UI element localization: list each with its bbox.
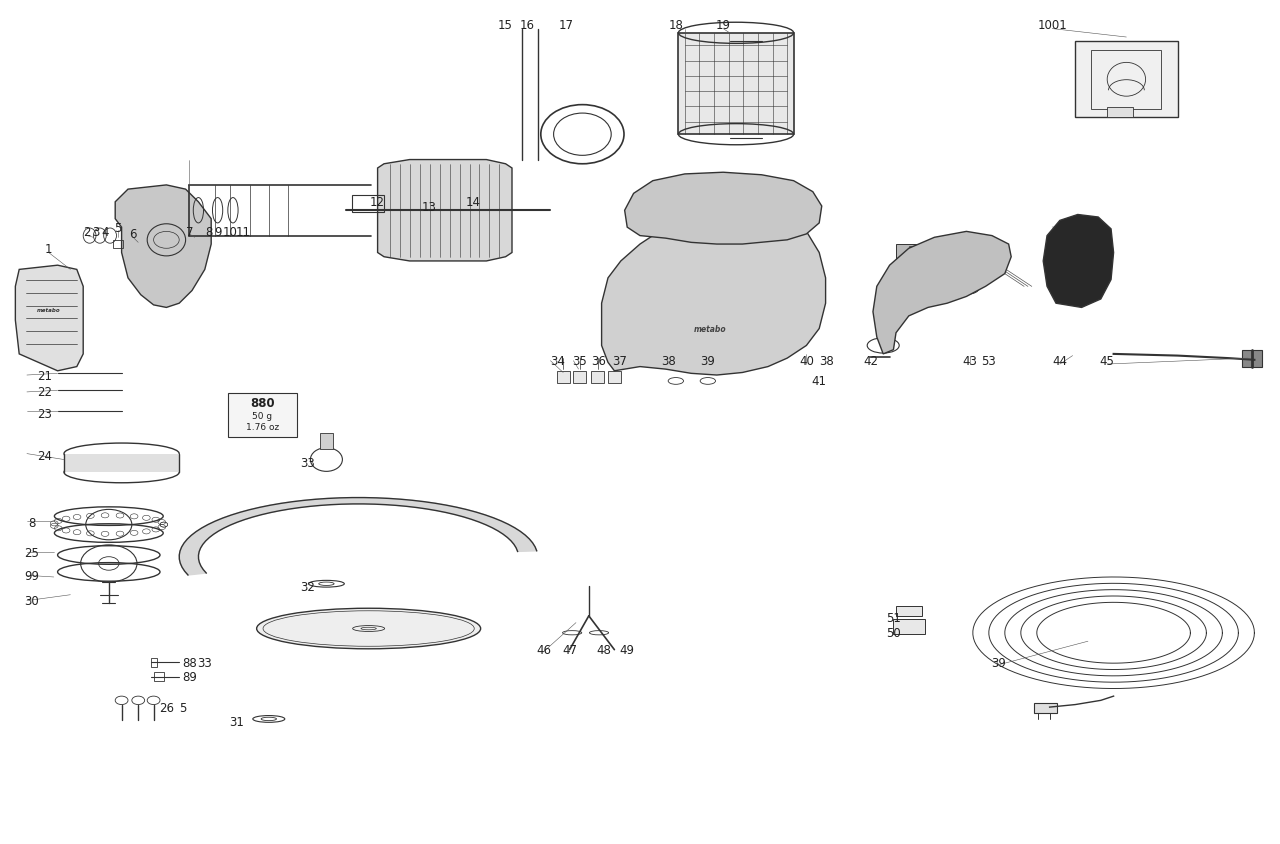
Text: 39: 39 — [700, 354, 716, 368]
Text: 39: 39 — [991, 656, 1006, 669]
Text: 5: 5 — [114, 221, 122, 235]
Bar — [352, 196, 384, 213]
PathPatch shape — [378, 160, 512, 262]
Text: 26: 26 — [159, 701, 174, 714]
PathPatch shape — [602, 211, 826, 376]
Bar — [893, 619, 925, 635]
Text: 47: 47 — [562, 643, 577, 657]
Text: 41: 41 — [812, 375, 827, 388]
Bar — [678, 34, 794, 135]
Text: 19: 19 — [716, 19, 731, 32]
Bar — [64, 454, 179, 473]
PathPatch shape — [625, 173, 822, 245]
PathPatch shape — [873, 232, 1011, 354]
Text: 18: 18 — [668, 19, 684, 32]
Text: 42: 42 — [863, 354, 878, 368]
Text: 1: 1 — [45, 242, 52, 256]
Polygon shape — [179, 498, 536, 576]
Bar — [934, 246, 954, 253]
Text: 24: 24 — [37, 449, 52, 463]
Text: 43: 43 — [963, 354, 978, 368]
Text: 23: 23 — [37, 407, 52, 420]
Text: 45: 45 — [1100, 354, 1115, 368]
Text: 40: 40 — [799, 354, 814, 368]
Text: 8: 8 — [28, 517, 36, 530]
Text: 3: 3 — [92, 225, 100, 239]
PathPatch shape — [115, 186, 211, 308]
Text: 15: 15 — [498, 19, 513, 32]
Text: 89: 89 — [182, 670, 197, 684]
Text: 880: 880 — [250, 397, 275, 410]
Text: 37: 37 — [612, 354, 627, 368]
Bar — [896, 606, 922, 616]
Text: 13: 13 — [421, 200, 436, 214]
Text: 32: 32 — [300, 580, 315, 593]
Bar — [1242, 350, 1262, 367]
PathPatch shape — [15, 266, 83, 371]
Text: 16: 16 — [520, 19, 535, 32]
Text: 5: 5 — [179, 701, 187, 714]
Text: metabo: metabo — [694, 325, 727, 333]
Bar — [608, 371, 621, 384]
PathPatch shape — [1043, 215, 1114, 308]
Text: 35: 35 — [572, 354, 588, 368]
Bar — [1091, 51, 1161, 110]
Text: 6: 6 — [129, 228, 137, 241]
Text: 99: 99 — [24, 569, 40, 582]
Text: 38: 38 — [660, 354, 676, 368]
Text: 33: 33 — [300, 456, 315, 469]
Text: metabo: metabo — [37, 308, 60, 313]
Text: 50: 50 — [886, 626, 901, 640]
Text: 49: 49 — [620, 643, 635, 657]
Bar — [154, 673, 164, 681]
Text: 1001: 1001 — [1037, 19, 1068, 32]
Text: 25: 25 — [24, 546, 40, 560]
Text: 48: 48 — [596, 643, 612, 657]
Text: 7: 7 — [186, 225, 193, 239]
Text: 8: 8 — [205, 225, 212, 239]
Text: 88: 88 — [182, 656, 197, 669]
Text: 2: 2 — [83, 225, 91, 239]
Text: 38: 38 — [819, 354, 835, 368]
Text: 22: 22 — [37, 386, 52, 399]
FancyBboxPatch shape — [228, 393, 297, 437]
Text: 31: 31 — [229, 715, 244, 728]
Text: 17: 17 — [558, 19, 573, 32]
Text: 36: 36 — [591, 354, 607, 368]
Bar — [1107, 108, 1133, 118]
Bar — [151, 658, 157, 667]
Bar — [896, 245, 966, 262]
Text: 14: 14 — [466, 196, 481, 209]
Text: 34: 34 — [550, 354, 566, 368]
Bar — [573, 371, 586, 384]
Bar — [320, 434, 333, 449]
Text: 1.76 oz: 1.76 oz — [246, 423, 279, 431]
Bar — [591, 371, 604, 384]
Text: 4: 4 — [101, 225, 109, 239]
Bar — [890, 283, 922, 308]
Text: 51: 51 — [886, 611, 901, 625]
Text: 53: 53 — [980, 354, 996, 368]
Bar — [1075, 42, 1178, 118]
Bar — [557, 371, 570, 384]
Text: 46: 46 — [536, 643, 552, 657]
Text: 11: 11 — [236, 225, 251, 239]
Text: 10: 10 — [223, 225, 238, 239]
Bar — [113, 241, 123, 249]
Text: 21: 21 — [37, 369, 52, 382]
Ellipse shape — [256, 609, 481, 649]
Text: 50 g: 50 g — [252, 412, 273, 420]
Text: 33: 33 — [197, 656, 212, 669]
Text: 30: 30 — [24, 594, 40, 608]
Text: 9: 9 — [214, 225, 221, 239]
Bar — [909, 246, 928, 253]
Text: 44: 44 — [1052, 354, 1068, 368]
Text: 12: 12 — [370, 196, 385, 209]
Bar — [1034, 703, 1057, 713]
